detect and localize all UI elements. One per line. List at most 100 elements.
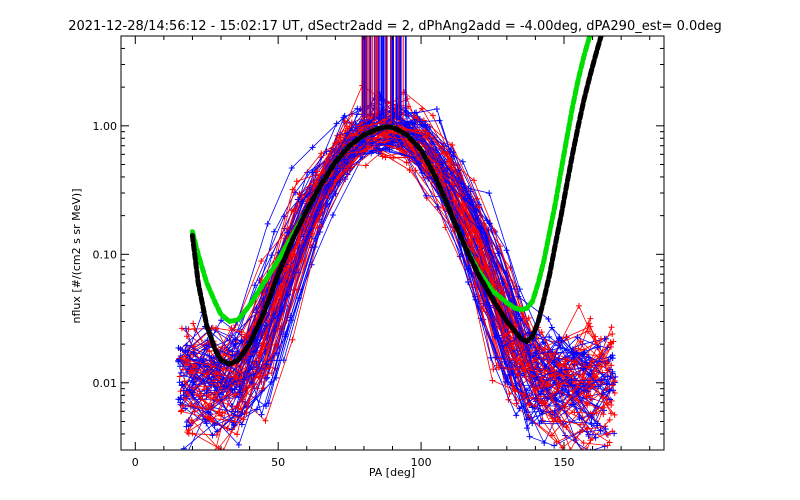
- measurement-marker: [318, 150, 325, 157]
- measurement-marker: [175, 344, 182, 351]
- measurement-marker: [577, 338, 584, 345]
- measurement-marker: [264, 220, 271, 227]
- measurement-marker: [218, 391, 225, 398]
- measurement-marker: [231, 386, 238, 393]
- measurement-marker: [467, 188, 474, 195]
- measurement-marker: [507, 265, 514, 272]
- measurement-marker: [403, 118, 410, 125]
- measurement-marker: [495, 250, 502, 257]
- measurement-marker: [545, 315, 552, 322]
- measurement-marker: [529, 404, 536, 411]
- measurement-marker: [597, 378, 604, 385]
- measurement-trace: [188, 122, 615, 388]
- measurement-marker: [362, 162, 369, 169]
- measurement-marker: [492, 354, 499, 361]
- measurement-marker: [406, 167, 413, 174]
- measurement-marker: [277, 290, 284, 297]
- measurement-marker: [551, 411, 558, 418]
- measurement-marker: [341, 117, 348, 124]
- measurement-marker: [183, 333, 190, 340]
- measurement-marker: [182, 356, 189, 363]
- measurement-marker: [544, 382, 551, 389]
- measurement-marker: [508, 285, 515, 292]
- measurement-marker: [390, 154, 397, 161]
- measurement-marker: [559, 385, 566, 392]
- measurement-marker: [200, 355, 207, 362]
- measurement-marker: [465, 266, 472, 273]
- measurement-marker: [176, 373, 183, 380]
- measurement-marker: [253, 406, 260, 413]
- measurement-marker: [343, 166, 350, 173]
- measurement-marker: [300, 242, 307, 249]
- y-axis-label: nflux [#/(cm2 s sr MeV)]: [70, 189, 83, 324]
- measurement-marker: [526, 402, 533, 409]
- measurement-marker: [253, 304, 260, 311]
- measurement-marker: [256, 374, 263, 381]
- measurement-marker: [582, 359, 589, 366]
- measurement-marker: [524, 416, 531, 423]
- measurement-marker: [609, 330, 616, 337]
- measurement-marker: [353, 111, 360, 118]
- measurement-marker: [513, 412, 520, 419]
- measurement-marker: [598, 363, 605, 370]
- measurement-marker: [188, 402, 195, 409]
- measurement-marker: [486, 220, 493, 227]
- measurement-marker: [232, 391, 239, 398]
- measurement-marker: [203, 342, 210, 349]
- measurement-marker: [429, 139, 436, 146]
- measurement-marker: [411, 154, 418, 161]
- measurement-marker: [607, 396, 614, 403]
- measurement-marker: [533, 374, 540, 381]
- measurement-marker: [384, 133, 391, 140]
- measurement-marker: [295, 286, 302, 293]
- measurement-marker: [201, 346, 208, 353]
- measurement-marker: [487, 354, 494, 361]
- measurement-marker: [606, 380, 613, 387]
- measurement-marker: [418, 132, 425, 139]
- measurement-marker: [498, 276, 505, 283]
- measurement-marker: [209, 432, 216, 439]
- measurement-marker: [175, 357, 182, 364]
- measurement-marker: [228, 325, 235, 332]
- measurement-marker: [177, 388, 184, 395]
- measurement-marker: [587, 392, 594, 399]
- measurement-marker: [506, 391, 513, 398]
- measurement-marker: [332, 140, 339, 147]
- measurement-marker: [558, 337, 565, 344]
- measurement-marker: [515, 310, 522, 317]
- measurement-marker: [178, 355, 185, 362]
- measurement-marker: [190, 320, 197, 327]
- measurement-marker: [265, 400, 272, 407]
- measurement-marker: [594, 344, 601, 351]
- measurement-marker: [606, 439, 613, 446]
- measurement-marker: [575, 389, 582, 396]
- measurement-marker: [309, 144, 316, 151]
- measurement-trace: [191, 128, 608, 428]
- measurement-marker: [364, 143, 371, 150]
- measurement-marker: [234, 431, 241, 438]
- measurement-marker: [180, 366, 187, 373]
- measurement-marker: [429, 112, 436, 119]
- measurement-marker: [312, 235, 319, 242]
- measurement-marker: [538, 388, 545, 395]
- measurement-marker: [581, 349, 588, 356]
- measurement-marker: [553, 439, 560, 446]
- measurement-marker: [265, 365, 272, 372]
- measurement-marker: [403, 159, 410, 166]
- measurement-marker: [588, 421, 595, 428]
- measurement-marker: [503, 247, 510, 254]
- measurement-marker: [574, 334, 581, 341]
- measurement-marker: [185, 427, 192, 434]
- measurement-marker: [191, 408, 198, 415]
- measurement-marker: [523, 387, 530, 394]
- measurement-marker: [531, 365, 538, 372]
- measurement-marker: [476, 204, 483, 211]
- measurement-marker: [423, 192, 430, 199]
- measurement-marker: [493, 362, 500, 369]
- axis-ticks: 0 50 100 150 0.01 0.10 1.00: [93, 35, 664, 469]
- measurement-marker: [473, 207, 480, 214]
- measurement-marker: [288, 164, 295, 171]
- measurement-marker: [570, 401, 577, 408]
- measurement-marker: [544, 395, 551, 402]
- measurement-marker: [178, 407, 185, 414]
